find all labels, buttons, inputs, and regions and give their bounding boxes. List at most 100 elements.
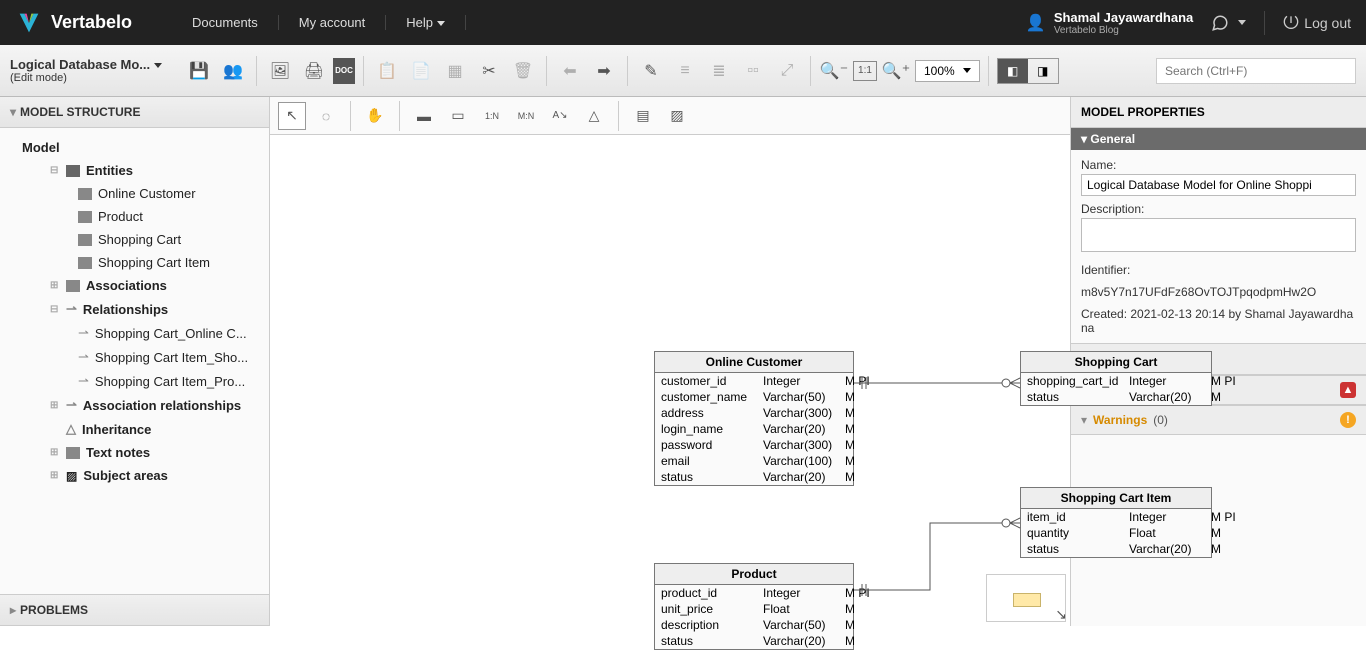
view-panel-right[interactable]: ◨ (1028, 59, 1058, 83)
tool-1n[interactable]: 1:N (478, 102, 506, 130)
tree-entity-item[interactable]: Shopping Cart (0, 228, 269, 251)
stamp-icon[interactable]: ▦ (440, 56, 470, 86)
tree-item-label: Shopping Cart Item (98, 255, 210, 270)
nav-documents[interactable]: Documents (172, 15, 279, 30)
minimap[interactable]: ↘ (986, 574, 1066, 622)
distribute-icon[interactable]: ▫▫ (738, 56, 768, 86)
tree-associations[interactable]: ⊞Associations (0, 274, 269, 297)
entity-column-row[interactable]: customer_nameVarchar(50)M (655, 389, 853, 405)
zoom-out-icon[interactable]: 🔍⁻ (819, 56, 849, 86)
resize-icon[interactable]: ⤢ (772, 56, 802, 86)
tree-inheritance[interactable]: △Inheritance (0, 417, 269, 441)
copy-icon[interactable]: 📋 (372, 56, 402, 86)
entity-column-row[interactable]: login_nameVarchar(20)M (655, 421, 853, 437)
tree-root[interactable]: Model (0, 136, 269, 159)
entity-column-row[interactable]: descriptionVarchar(50)M (655, 617, 853, 633)
tool-pointer[interactable]: ↖ (278, 102, 306, 130)
canvas-toolbar: ↖ ◌ ✋ ▬ ▭ 1:N M:N A↘ △ ▤ ▨ (270, 97, 1070, 135)
entity-title: Online Customer (655, 352, 853, 373)
tree-assoc-label: Associations (86, 278, 167, 293)
entity-column-row[interactable]: item_idIntegerM PI (1021, 509, 1211, 525)
edit-icon[interactable]: ✎ (636, 56, 666, 86)
print-icon[interactable]: 🖨 (299, 56, 329, 86)
tree-relationship-item[interactable]: ⇀Shopping Cart Item_Sho... (0, 345, 269, 369)
entity-online_customer[interactable]: Online Customercustomer_idIntegerM PIcus… (654, 351, 854, 486)
search-input[interactable] (1156, 58, 1356, 84)
general-section[interactable]: ▾ General (1071, 128, 1366, 150)
logout-button[interactable]: Log out (1283, 15, 1351, 31)
user-block[interactable]: 👤 Shamal Jayawardhana Vertabelo Blog (1026, 10, 1193, 36)
zoom-in-icon[interactable]: 🔍⁺ (881, 56, 911, 86)
redo-icon[interactable]: ➡ (589, 56, 619, 86)
tree-subject-areas[interactable]: ⊞▨Subject areas (0, 464, 269, 487)
model-description-input[interactable] (1081, 218, 1356, 252)
save-icon[interactable]: 💾 (184, 56, 214, 86)
paste-icon[interactable]: 📄 (406, 56, 436, 86)
tree-entity-item[interactable]: Online Customer (0, 182, 269, 205)
tree-entities[interactable]: ⊟Entities (0, 159, 269, 182)
problems-panel-header[interactable]: ▸PROBLEMS (0, 594, 269, 626)
doc-icon[interactable]: DOC (333, 58, 355, 84)
col-flags: M (845, 634, 873, 648)
model-properties-header[interactable]: MODEL PROPERTIES (1071, 97, 1366, 128)
view-panel-left[interactable]: ◧ (998, 59, 1028, 83)
doc-title-block[interactable]: Logical Database Mo... (Edit mode) (10, 57, 180, 84)
tree-relationship-item[interactable]: ⇀Shopping Cart Item_Pro... (0, 369, 269, 393)
entity-column-row[interactable]: statusVarchar(20)M (655, 469, 853, 485)
entity-column-row[interactable]: product_idIntegerM PI (655, 585, 853, 601)
entity-column-row[interactable]: passwordVarchar(300)M (655, 437, 853, 453)
delete-icon[interactable]: 🗑 (508, 56, 538, 86)
tree-relationships[interactable]: ⊟⇀Relationships (0, 297, 269, 321)
image-icon[interactable]: 🖼 (265, 56, 295, 86)
entity-product[interactable]: Productproduct_idIntegerM PIunit_priceFl… (654, 563, 854, 650)
model-structure-header[interactable]: ▾MODEL STRUCTURE (0, 97, 269, 128)
tool-marquee[interactable]: ◌ (312, 102, 340, 130)
model-name-input[interactable] (1081, 174, 1356, 196)
tree-assoc-rel[interactable]: ⊞⇀Association relationships (0, 393, 269, 417)
entity-column-row[interactable]: statusVarchar(20)M (1021, 389, 1211, 405)
cut-icon[interactable]: ✂ (474, 56, 504, 86)
col-flags: M (845, 470, 873, 484)
col-name: password (661, 438, 759, 452)
entity-column-row[interactable]: statusVarchar(20)M (655, 633, 853, 649)
tool-area[interactable]: ▨ (663, 102, 691, 130)
zoom-select[interactable]: 100% (915, 60, 980, 82)
header-nav: Documents My account Help (172, 15, 466, 30)
tool-assoc-rel[interactable]: A↘ (546, 102, 574, 130)
share-icon[interactable]: 👥 (218, 56, 248, 86)
tree-relationship-item[interactable]: ⇀Shopping Cart_Online C... (0, 321, 269, 345)
tool-assoc[interactable]: ▭ (444, 102, 472, 130)
tree-item-label: Shopping Cart_Online C... (95, 326, 247, 341)
tree-entity-item[interactable]: Product (0, 205, 269, 228)
tree-entity-item[interactable]: Shopping Cart Item (0, 251, 269, 274)
align-left-icon[interactable]: ≡ (670, 56, 700, 86)
entity-column-row[interactable]: addressVarchar(300)M (655, 405, 853, 421)
col-type: Integer (763, 586, 841, 600)
entity-column-row[interactable]: quantityFloatM (1021, 525, 1211, 541)
diagram-canvas[interactable]: Productproduct_idIntegerM PIunit_priceFl… (270, 135, 1070, 626)
warnings-row[interactable]: ▾ Warnings (0) ! (1071, 405, 1366, 435)
zoom-fit-icon[interactable]: 1:1 (853, 61, 877, 81)
tool-note[interactable]: ▤ (629, 102, 657, 130)
messages-icon[interactable] (1211, 14, 1246, 32)
entity-column-row[interactable]: statusVarchar(20)M (1021, 541, 1211, 557)
entity-shopping_cart[interactable]: Shopping Cartshopping_cart_idIntegerM PI… (1020, 351, 1212, 406)
col-type: Varchar(100) (763, 454, 841, 468)
col-name: shopping_cart_id (1027, 374, 1125, 388)
entity-column-row[interactable]: unit_priceFloatM (655, 601, 853, 617)
entity-icon (78, 188, 92, 200)
tool-inh[interactable]: △ (580, 102, 608, 130)
align-center-icon[interactable]: ≣ (704, 56, 734, 86)
undo-icon[interactable]: ⬅ (555, 56, 585, 86)
tool-mn[interactable]: M:N (512, 102, 540, 130)
nav-help[interactable]: Help (386, 15, 466, 30)
tree-text-notes[interactable]: ⊞Text notes (0, 441, 269, 464)
entity-shopping_cart_item[interactable]: Shopping Cart Itemitem_idIntegerM PIquan… (1020, 487, 1212, 558)
entity-column-row[interactable]: shopping_cart_idIntegerM PI (1021, 373, 1211, 389)
entity-column-row[interactable]: emailVarchar(100)M (655, 453, 853, 469)
entity-column-row[interactable]: customer_idIntegerM PI (655, 373, 853, 389)
brand-logo[interactable]: Vertabelo (15, 9, 132, 37)
tool-entity[interactable]: ▬ (410, 102, 438, 130)
tool-pan[interactable]: ✋ (361, 102, 389, 130)
nav-my-account[interactable]: My account (279, 15, 386, 30)
